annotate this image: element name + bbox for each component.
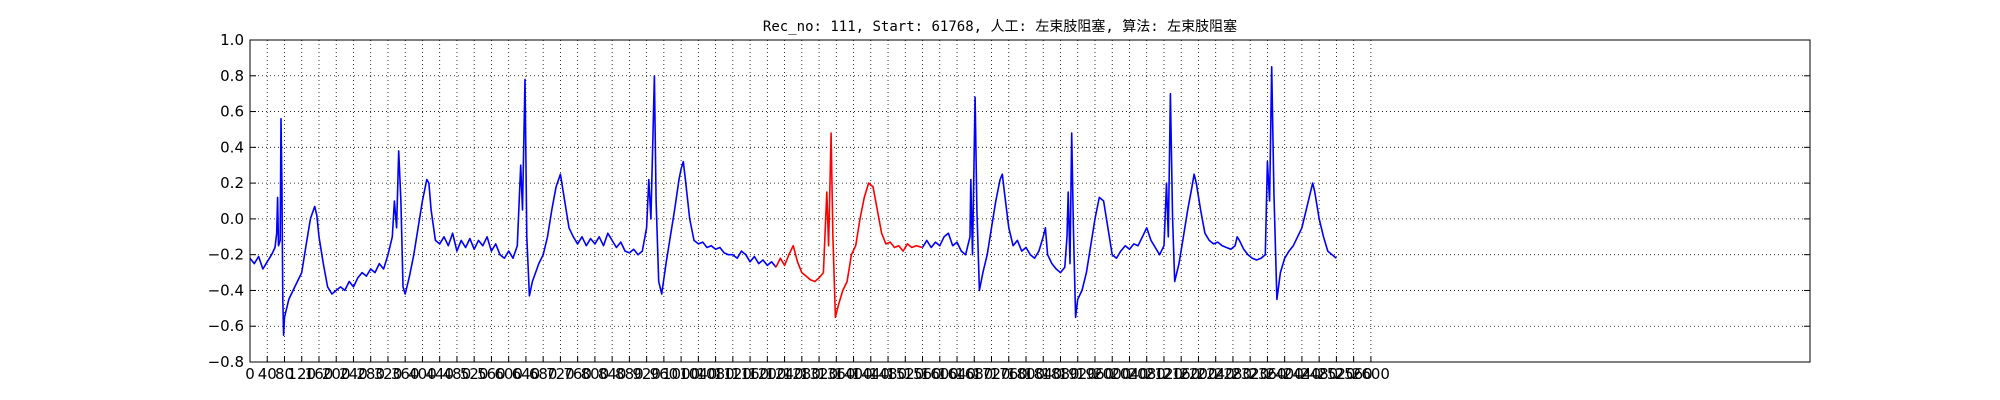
x-tick-label: 2520 xyxy=(1317,365,1355,383)
x-tick-label: 2200 xyxy=(1179,365,1217,383)
x-tick-label: 880 xyxy=(615,365,644,383)
x-tick-label: 2000 xyxy=(1093,365,1131,383)
x-tick-label: 680 xyxy=(529,365,558,383)
ecg-series-0 xyxy=(249,75,777,337)
x-tick-label: 920 xyxy=(632,365,661,383)
x-tick-label: 960 xyxy=(650,365,679,383)
x-tick-label: 320 xyxy=(374,365,403,383)
y-tick-label: 0.4 xyxy=(220,138,244,156)
x-tick-label: 2240 xyxy=(1197,365,1235,383)
x-tick-label: 760 xyxy=(563,365,592,383)
x-tick-label: 1760 xyxy=(990,365,1028,383)
x-tick-label: 600 xyxy=(494,365,523,383)
x-tick-label: 720 xyxy=(546,365,575,383)
x-tick-label: 1920 xyxy=(1059,365,1097,383)
x-tick-label: 1160 xyxy=(731,365,769,383)
x-tick-label: 1640 xyxy=(938,365,976,383)
x-axis: 0 408012016020024028032036040044048052056… xyxy=(245,356,1390,383)
x-tick-label: 2320 xyxy=(1231,365,1269,383)
y-tick-label: −0.8 xyxy=(208,353,244,371)
x-tick-label: 400 xyxy=(408,365,437,383)
y-tick-label: 0.8 xyxy=(220,67,244,85)
x-tick-label: 120 xyxy=(287,365,316,383)
x-tick-label: 1840 xyxy=(1024,365,1062,383)
y-tick-label: −0.6 xyxy=(208,317,244,335)
y-tick-label: 0.2 xyxy=(220,174,244,192)
y-axis: 1.0 0.8 0.6 0.4 0.2 0.0 −0.2 −0.4 −0.6 −0.8 xyxy=(208,31,1810,371)
x-tick-label: 160 xyxy=(305,365,334,383)
x-tick-label: 2480 xyxy=(1300,365,1338,383)
x-tick-label: 1680 xyxy=(955,365,993,383)
x-tick-label: 1360 xyxy=(817,365,855,383)
x-tick-label: 840 xyxy=(598,365,627,383)
x-tick-label: 1440 xyxy=(852,365,890,383)
y-tick-label: 0.0 xyxy=(220,210,244,228)
x-tick-label: 440 xyxy=(425,365,454,383)
x-tick-label: 1560 xyxy=(903,365,941,383)
x-tick-label: 40 xyxy=(258,365,277,383)
x-tick-label: 1000 xyxy=(662,365,700,383)
x-tick-label: 2280 xyxy=(1214,365,1252,383)
x-tick-label: 1320 xyxy=(800,365,838,383)
x-tick-label: 480 xyxy=(443,365,472,383)
x-tick-label: 2360 xyxy=(1248,365,1286,383)
x-tick-label: 1800 xyxy=(1007,365,1045,383)
x-tick-label: 2080 xyxy=(1128,365,1166,383)
x-tick-label: 1480 xyxy=(869,365,907,383)
x-tick-label: 1120 xyxy=(714,365,752,383)
x-tick-label: 2560 xyxy=(1335,365,1373,383)
series-layer xyxy=(249,66,1337,337)
x-tick-label: 280 xyxy=(356,365,385,383)
x-tick-label: 1520 xyxy=(886,365,924,383)
ecg-series-2 xyxy=(921,66,1337,319)
y-tick-label: 0.6 xyxy=(220,103,244,121)
x-tick-label: 560 xyxy=(477,365,506,383)
ecg-series-1 xyxy=(775,132,923,319)
x-tick-label: 800 xyxy=(581,365,610,383)
x-tick-label: 1280 xyxy=(783,365,821,383)
x-tick-label: 2040 xyxy=(1110,365,1148,383)
x-tick-label: 1600 xyxy=(921,365,959,383)
x-tick-label: 1880 xyxy=(1041,365,1079,383)
y-tick-label: −0.4 xyxy=(208,281,244,299)
grid xyxy=(249,39,1810,363)
x-tick-label: 1080 xyxy=(697,365,735,383)
plot-area-frame xyxy=(249,39,1811,363)
y-tick-label: 1.0 xyxy=(220,31,244,49)
x-tick-label: 0 xyxy=(245,365,255,383)
x-tick-label: 520 xyxy=(460,365,489,383)
x-tick-label: 1960 xyxy=(1076,365,1114,383)
x-tick-label: 2440 xyxy=(1283,365,1321,383)
x-tick-label: 2600 xyxy=(1352,365,1390,383)
x-tick-label: 2160 xyxy=(1162,365,1200,383)
x-tick-label: 2400 xyxy=(1266,365,1304,383)
chart-title: Rec_no: 111, Start: 61768, 人工: 左束肢阻塞, 算法… xyxy=(763,18,1237,35)
x-tick-label: 1720 xyxy=(972,365,1010,383)
x-tick-label: 1200 xyxy=(748,365,786,383)
x-tick-label: 80 xyxy=(275,365,294,383)
x-tick-label: 1240 xyxy=(765,365,803,383)
y-tick-label: −0.2 xyxy=(208,246,244,264)
x-tick-label: 1040 xyxy=(679,365,717,383)
x-tick-label: 640 xyxy=(512,365,541,383)
x-tick-label: 1400 xyxy=(834,365,872,383)
x-tick-label: 200 xyxy=(322,365,351,383)
x-tick-label: 240 xyxy=(339,365,368,383)
x-tick-label: 360 xyxy=(391,365,420,383)
x-tick-label: 2120 xyxy=(1145,365,1183,383)
